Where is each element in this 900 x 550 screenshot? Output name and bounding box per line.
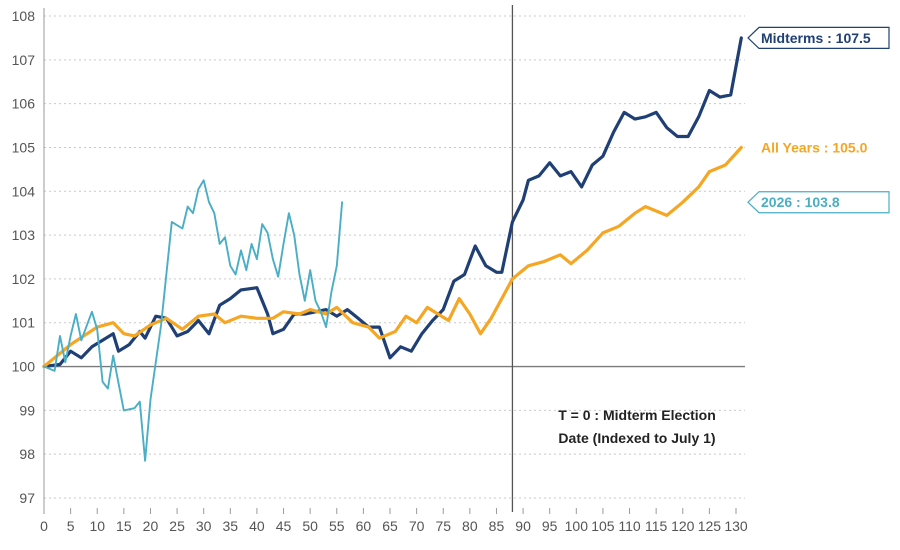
x-tick-label: 85 <box>489 518 505 534</box>
series-end-label-0: Midterms : 107.5 <box>747 26 890 50</box>
x-tick-label: 65 <box>382 518 398 534</box>
x-tick-label: 40 <box>249 518 265 534</box>
series-end-label-text: Midterms : 107.5 <box>761 30 871 46</box>
y-tick-label: 97 <box>19 490 35 506</box>
x-tick-label: 15 <box>116 518 132 534</box>
y-tick-label: 107 <box>12 52 36 68</box>
series-end-label-2: 2026 : 103.8 <box>747 191 890 214</box>
x-tick-label: 60 <box>356 518 372 534</box>
label-callout-shape <box>748 136 889 158</box>
series-end-label-1: All Years : 105.0 <box>748 136 889 158</box>
x-tick-label: 10 <box>89 518 105 534</box>
y-tick-label: 99 <box>19 402 35 418</box>
x-tick-label: 30 <box>196 518 212 534</box>
annotation: T = 0 : Midterm Election Date (Indexed t… <box>558 407 716 446</box>
y-tick-label: 104 <box>12 183 36 199</box>
label-callout-shape <box>747 26 890 50</box>
series-end-labels: Midterms : 107.5 All Years : 105.0 2026 : … <box>747 26 890 214</box>
x-tick-label: 100 <box>565 518 589 534</box>
x-tick-label: 25 <box>169 518 185 534</box>
y-tick-label: 102 <box>12 271 36 287</box>
y-tick-label: 106 <box>12 96 36 112</box>
axes: 97 98 99 100 101 102 103 104 105 106 107 108 0 5 10 15 2… <box>12 5 748 534</box>
series-line-0 <box>42 36 743 369</box>
series-lines <box>42 36 743 462</box>
x-tick-label: 110 <box>618 518 641 534</box>
y-tick-label: 98 <box>19 446 35 462</box>
label-callout-shape <box>747 191 890 214</box>
x-tick-label: 45 <box>276 518 292 534</box>
series-end-label-text: 2026 : 103.8 <box>761 194 840 210</box>
x-tick-label: 105 <box>591 518 615 534</box>
x-tick-label: 125 <box>698 518 722 534</box>
series-line-1 <box>42 145 743 369</box>
series-line-2 <box>43 179 344 462</box>
y-tick-label: 108 <box>12 8 36 24</box>
gridlines <box>44 15 745 499</box>
x-tick-label: 95 <box>542 518 558 534</box>
x-tick-label: 75 <box>435 518 451 534</box>
x-tick-label: 5 <box>67 518 75 534</box>
x-tick-label: 115 <box>645 518 668 534</box>
x-tick-label: 50 <box>302 518 318 534</box>
x-tick-label: 0 <box>40 518 48 534</box>
y-tick-label: 103 <box>12 227 36 243</box>
x-tick-label: 35 <box>223 518 239 534</box>
annotation-line-2: Date (Indexed to July 1) <box>558 430 715 446</box>
annotation-line-1: T = 0 : Midterm Election <box>558 407 716 423</box>
x-tick-label: 80 <box>462 518 478 534</box>
y-tick-label: 100 <box>12 359 36 375</box>
x-tick-label: 55 <box>329 518 345 534</box>
series-end-label-text: All Years : 105.0 <box>761 139 868 155</box>
x-tick-label: 120 <box>671 518 695 534</box>
x-tick-label: 130 <box>724 518 748 534</box>
y-tick-label: 101 <box>12 315 36 331</box>
y-tick-label: 105 <box>12 139 36 155</box>
x-tick-label: 20 <box>143 518 159 534</box>
x-tick-label: 70 <box>409 518 425 534</box>
x-tick-label: 90 <box>515 518 531 534</box>
